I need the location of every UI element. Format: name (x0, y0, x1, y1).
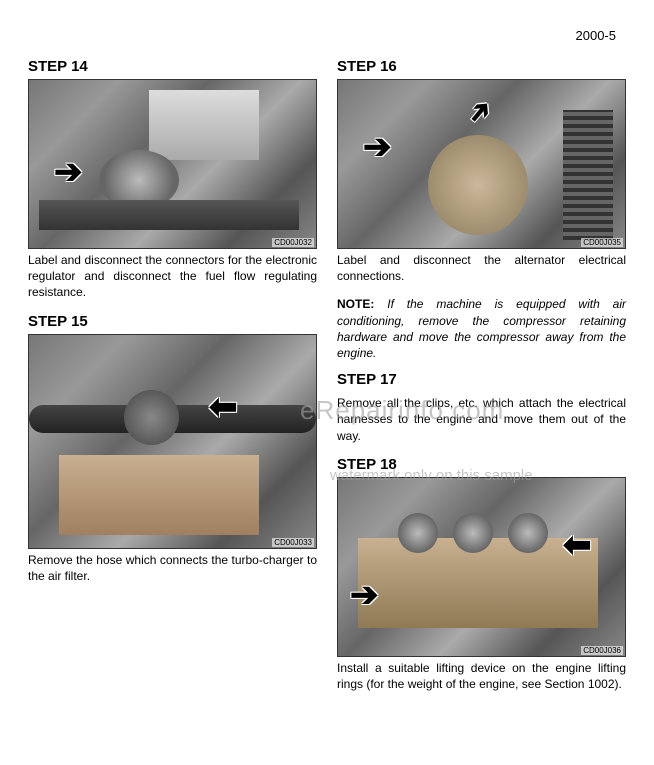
right-column: STEP 16 ➔ ➔ CD00J035 Label and disconnec… (337, 54, 626, 700)
arrow-icon: ⬅ (209, 390, 238, 424)
step16-caption: Label and disconnect the alternator elec… (337, 252, 626, 284)
step14-title: STEP 14 (28, 58, 317, 75)
content-columns: STEP 14 ➔ CD00J032 Label and disconnect … (28, 54, 626, 700)
step17-caption: Remove all the clips, etc. which attach … (337, 395, 626, 444)
arrow-icon: ➔ (350, 578, 379, 612)
note-label: NOTE: (337, 297, 374, 311)
step15-caption: Remove the hose which connects the turbo… (28, 552, 317, 584)
step14-caption: Label and disconnect the connectors for … (28, 252, 317, 301)
step16-figure: ➔ ➔ CD00J035 (337, 79, 626, 249)
step15-title: STEP 15 (28, 313, 317, 330)
step15-fig-code: CD00J033 (272, 538, 314, 547)
step18-fig-code: CD00J036 (581, 646, 623, 655)
arrow-icon: ⬅ (563, 528, 592, 562)
step17-title: STEP 17 (337, 371, 626, 388)
arrow-icon: ➔ (363, 130, 392, 164)
left-column: STEP 14 ➔ CD00J032 Label and disconnect … (28, 54, 317, 700)
note-body: If the machine is equipped with air cond… (337, 297, 626, 360)
step14-fig-code: CD00J032 (272, 238, 314, 247)
step18-title: STEP 18 (337, 456, 626, 473)
step15-figure: ⬅ CD00J033 (28, 334, 317, 549)
page-number: 2000-5 (576, 28, 616, 43)
arrow-icon: ➔ (461, 94, 498, 130)
arrow-icon: ➔ (54, 155, 83, 189)
step16-title: STEP 16 (337, 58, 626, 75)
step18-caption: Install a suitable lifting device on the… (337, 660, 626, 692)
step18-figure: ➔ ⬅ CD00J036 (337, 477, 626, 657)
step14-figure: ➔ CD00J032 (28, 79, 317, 249)
step16-note: NOTE: If the machine is equipped with ai… (337, 296, 626, 361)
step16-fig-code: CD00J035 (581, 238, 623, 247)
